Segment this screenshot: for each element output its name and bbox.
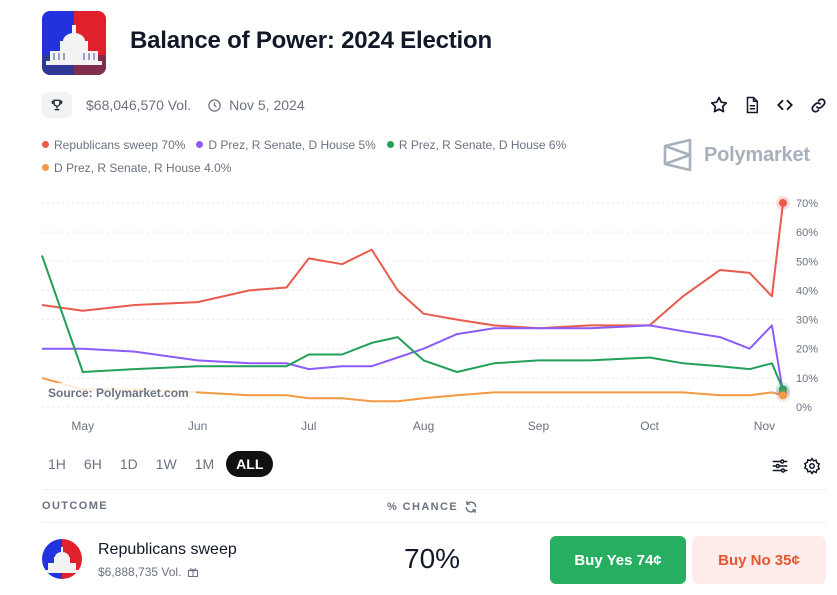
- series-line: [42, 324, 784, 393]
- series-end-point: [779, 199, 787, 207]
- legend-dot: [42, 141, 49, 148]
- time-range-1m[interactable]: 1M: [194, 456, 215, 472]
- legend-item[interactable]: D Prez, R Senate, R House 4.0%: [42, 160, 231, 175]
- legend-dot: [196, 141, 204, 148]
- outcome-row[interactable]: Republicans sweep $6,888,735 Vol. 70% Bu…: [42, 533, 826, 589]
- gear-icon[interactable]: [802, 456, 822, 476]
- document-icon[interactable]: [741, 94, 763, 116]
- legend-label: R Prez, R Senate, D House 6%: [398, 137, 567, 152]
- time-range-selector: 1H 6H 1D 1W 1M ALL: [42, 451, 274, 477]
- outcome-volume: $6,888,735 Vol.: [98, 565, 199, 579]
- x-tick-label: Nov: [754, 419, 775, 433]
- x-tick-label: Sep: [528, 419, 550, 433]
- page-title: Balance of Power: 2024 Election: [130, 27, 492, 54]
- y-tick-label: 70%: [796, 198, 818, 210]
- chart-controls: [770, 456, 822, 476]
- sliders-icon[interactable]: [770, 456, 790, 476]
- divider: [42, 522, 826, 523]
- legend-item[interactable]: R Prez, R Senate, D House 6%: [386, 137, 567, 152]
- time-range-all[interactable]: ALL: [226, 451, 274, 477]
- x-tick-label: Jun: [188, 419, 207, 433]
- total-volume: $68,046,570 Vol.: [86, 97, 192, 113]
- divider: [42, 489, 826, 490]
- source-label-bg: [44, 383, 196, 401]
- series-end-point: [779, 391, 787, 400]
- time-range-1w[interactable]: 1W: [155, 456, 177, 472]
- trophy-icon[interactable]: [42, 92, 72, 118]
- outcome-avatar: [42, 539, 82, 579]
- y-tick-label: 30%: [796, 315, 818, 327]
- buy-yes-button[interactable]: Buy Yes 74¢: [550, 536, 686, 584]
- buy-no-button[interactable]: Buy No 35¢: [692, 536, 826, 584]
- market-meta: $68,046,570 Vol. Nov 5, 2024: [42, 92, 305, 118]
- y-tick-label: 10%: [796, 373, 818, 385]
- outcome-name[interactable]: Republicans sweep: [98, 541, 237, 558]
- star-icon[interactable]: [708, 94, 730, 116]
- polymarket-logo: Polymarket: [662, 138, 810, 172]
- series-line: [41, 255, 784, 390]
- time-range-1h[interactable]: 1H: [48, 456, 66, 472]
- y-tick-label: 40%: [796, 285, 818, 297]
- legend-dot: [386, 141, 394, 148]
- time-range-1d[interactable]: 1D: [119, 456, 138, 472]
- outcome-column-header: OUTCOME: [42, 500, 109, 512]
- y-tick-label: 0%: [796, 402, 812, 414]
- clock-icon: [207, 97, 223, 113]
- brand-name: Polymarket: [704, 143, 810, 166]
- outcome-volume-value: $6,888,735 Vol.: [98, 565, 182, 579]
- x-tick-label: May: [71, 419, 94, 433]
- refresh-icon[interactable]: [464, 500, 478, 514]
- x-tick-label: Jul: [301, 419, 316, 433]
- chance-header-label: % CHANCE: [387, 501, 459, 513]
- legend-label: Republicans sweep 70%: [54, 137, 186, 152]
- end-date: Nov 5, 2024: [229, 97, 305, 113]
- code-icon[interactable]: [774, 94, 796, 116]
- y-tick-label: 20%: [796, 344, 818, 356]
- polymarket-logo-icon: [663, 138, 692, 172]
- source-label: Source: Polymarket.com: [48, 386, 189, 400]
- legend-item[interactable]: D Prez, R Senate, D House 5%: [196, 137, 376, 152]
- time-range-6h[interactable]: 6H: [83, 456, 102, 472]
- chart-legend: Republicans sweep 70% D Prez, R Senate, D…: [42, 137, 642, 175]
- legend-label: D Prez, R Senate, R House 4.0%: [54, 160, 232, 175]
- legend-dot: [42, 164, 49, 171]
- legend-item[interactable]: Republicans sweep 70%: [42, 137, 185, 152]
- y-tick-label: 60%: [796, 227, 818, 239]
- series-line: [41, 202, 784, 330]
- link-icon[interactable]: [807, 94, 829, 116]
- price-history-chart[interactable]: 0% 10% 20% 30% 40% 50% 60% 70% May Jun Jul Aug Sep Oc…: [0, 185, 837, 440]
- gift-icon: [187, 566, 199, 578]
- series-line: [41, 376, 784, 403]
- x-tick-label: Oct: [640, 419, 659, 433]
- legend-label: D Prez, R Senate, D House 5%: [208, 137, 376, 152]
- x-tick-label: Aug: [413, 419, 434, 433]
- outcome-chance: 70%: [404, 543, 461, 574]
- market-actions: [708, 94, 829, 116]
- series-end-point: [779, 385, 787, 394]
- market-image: [42, 11, 106, 75]
- y-tick-label: 50%: [796, 256, 818, 268]
- chance-column-header: % CHANCE: [387, 500, 478, 514]
